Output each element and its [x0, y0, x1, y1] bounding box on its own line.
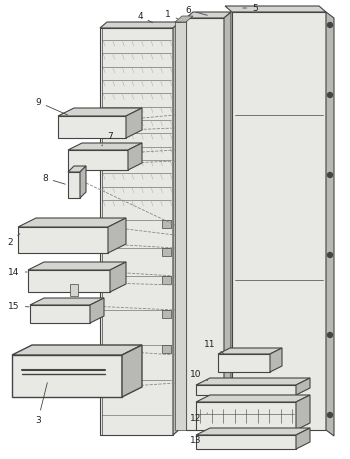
Polygon shape	[162, 310, 171, 318]
Polygon shape	[225, 6, 326, 12]
Polygon shape	[12, 345, 142, 355]
Text: 13: 13	[190, 435, 208, 444]
Text: 8: 8	[42, 174, 65, 184]
Polygon shape	[162, 248, 171, 256]
Polygon shape	[186, 12, 231, 18]
Polygon shape	[128, 143, 142, 170]
Text: 4: 4	[137, 11, 153, 22]
Polygon shape	[224, 12, 231, 430]
Polygon shape	[12, 355, 122, 397]
Polygon shape	[108, 218, 126, 253]
Polygon shape	[58, 116, 126, 138]
Polygon shape	[28, 270, 110, 292]
Polygon shape	[162, 345, 171, 353]
Circle shape	[328, 332, 332, 337]
Text: 14: 14	[8, 268, 27, 276]
Circle shape	[328, 93, 332, 97]
Polygon shape	[175, 16, 193, 22]
Text: 5: 5	[243, 4, 258, 12]
Polygon shape	[100, 28, 173, 435]
Text: 12: 12	[190, 413, 208, 422]
Polygon shape	[326, 12, 334, 436]
Text: 3: 3	[35, 383, 47, 425]
Circle shape	[328, 252, 332, 257]
Polygon shape	[270, 348, 282, 372]
Text: 1: 1	[165, 10, 177, 19]
Polygon shape	[162, 220, 171, 228]
Polygon shape	[232, 12, 326, 430]
Text: 11: 11	[204, 340, 224, 353]
Polygon shape	[296, 378, 310, 395]
Polygon shape	[28, 262, 126, 270]
Polygon shape	[196, 402, 296, 430]
Polygon shape	[162, 276, 171, 284]
Polygon shape	[58, 108, 142, 116]
Text: 15: 15	[8, 302, 29, 310]
Circle shape	[328, 22, 332, 28]
Polygon shape	[68, 166, 86, 172]
Polygon shape	[18, 227, 108, 253]
Polygon shape	[80, 166, 86, 198]
Polygon shape	[196, 385, 296, 395]
Polygon shape	[126, 108, 142, 138]
Polygon shape	[296, 428, 310, 449]
Polygon shape	[18, 218, 126, 227]
Polygon shape	[296, 395, 310, 430]
Text: 9: 9	[35, 97, 68, 115]
Text: 10: 10	[190, 369, 208, 381]
Circle shape	[328, 173, 332, 178]
Polygon shape	[218, 354, 270, 372]
Polygon shape	[196, 395, 310, 402]
Polygon shape	[196, 428, 310, 435]
Polygon shape	[68, 150, 128, 170]
Polygon shape	[110, 262, 126, 292]
Circle shape	[328, 413, 332, 418]
Text: 2: 2	[7, 234, 20, 246]
Text: 7: 7	[102, 131, 113, 146]
Polygon shape	[175, 22, 186, 430]
Polygon shape	[68, 172, 80, 198]
Text: 6: 6	[185, 6, 207, 15]
Polygon shape	[122, 345, 142, 397]
Polygon shape	[218, 348, 282, 354]
Polygon shape	[100, 22, 180, 28]
Polygon shape	[186, 18, 224, 430]
Polygon shape	[70, 284, 78, 296]
Polygon shape	[196, 378, 310, 385]
Polygon shape	[90, 298, 104, 323]
Polygon shape	[68, 143, 142, 150]
Polygon shape	[196, 435, 296, 449]
Polygon shape	[30, 298, 104, 305]
Polygon shape	[30, 305, 90, 323]
Polygon shape	[173, 22, 180, 435]
